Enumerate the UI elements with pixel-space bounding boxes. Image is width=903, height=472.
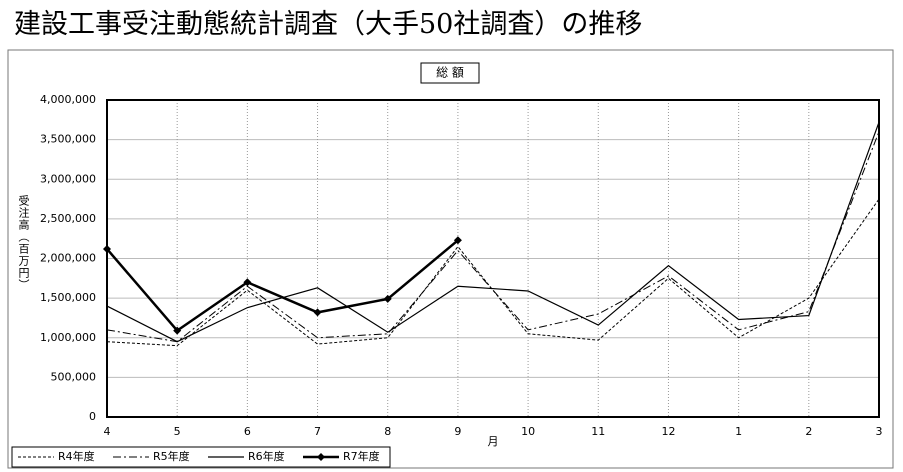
x-tick-label: 4 <box>104 425 111 438</box>
series-line <box>106 198 880 347</box>
marker <box>173 326 182 335</box>
x-tick-label: 2 <box>805 425 812 438</box>
x-tick-label: 6 <box>244 425 251 438</box>
series-line <box>106 239 459 333</box>
chart-subtitle: 総 額 <box>436 66 464 80</box>
marker <box>103 244 111 253</box>
y-tick-label: 0 <box>89 410 96 423</box>
x-tick-label: 11 <box>591 425 605 438</box>
y-tick-label: 4,000,000 <box>40 93 96 106</box>
legend <box>11 446 391 468</box>
x-tick-label: 7 <box>314 425 321 438</box>
y-tick-label: 500,000 <box>51 370 97 383</box>
y-tick-label: 1,500,000 <box>40 291 96 304</box>
marker <box>453 236 462 245</box>
x-tick-label: 3 <box>876 425 883 438</box>
series-line <box>106 121 880 343</box>
y-tick-label: 3,500,000 <box>40 133 96 146</box>
marker <box>313 308 322 317</box>
x-tick-label: 9 <box>454 425 461 438</box>
page-title: 建設工事受注動態統計調査（大手50社調査）の推移 <box>14 9 643 40</box>
x-tick-label: 10 <box>521 425 535 438</box>
subtitle-box <box>420 62 480 84</box>
plot-area <box>106 99 880 418</box>
marker <box>383 294 392 303</box>
x-axis-label: 月 <box>488 435 499 448</box>
x-tick-label: 8 <box>384 425 391 438</box>
y-tick-label: 2,000,000 <box>40 252 96 265</box>
legend-label: R4年度 <box>58 449 95 463</box>
chart-frame <box>7 49 894 469</box>
y-axis-label: 受注高（百万円） <box>17 195 30 291</box>
legend-label: R7年度 <box>343 449 380 463</box>
legend-label: R6年度 <box>248 449 285 463</box>
x-tick-label: 1 <box>735 425 742 438</box>
y-tick-label: 2,500,000 <box>40 212 96 225</box>
x-tick-label: 12 <box>661 425 675 438</box>
series-line <box>106 131 880 343</box>
y-tick-label: 1,000,000 <box>40 331 96 344</box>
y-tick-label: 3,000,000 <box>40 172 96 185</box>
legend-marker <box>317 453 325 461</box>
x-tick-label: 5 <box>174 425 181 438</box>
marker <box>243 278 252 287</box>
legend-label: R5年度 <box>153 449 190 463</box>
